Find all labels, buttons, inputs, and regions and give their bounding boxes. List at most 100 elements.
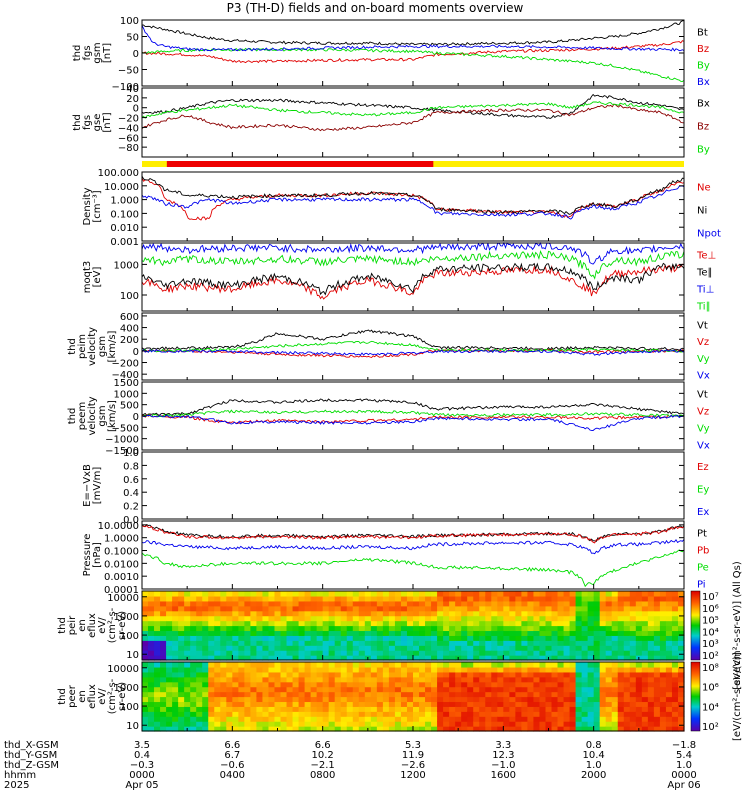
heatmap-cell bbox=[190, 591, 197, 597]
heatmap-cell bbox=[382, 615, 390, 622]
heatmap-cell bbox=[304, 696, 312, 703]
heatmap-cell bbox=[593, 666, 601, 673]
heatmap-cell bbox=[671, 625, 679, 632]
heatmap-cell bbox=[250, 640, 258, 646]
heatmap-cell bbox=[232, 666, 239, 673]
heatmap-cell bbox=[376, 605, 384, 612]
heatmap-cell bbox=[346, 600, 354, 607]
heatmap-cell bbox=[148, 671, 155, 678]
heatmap-cell bbox=[503, 600, 510, 607]
legend-label: Ni bbox=[697, 206, 707, 217]
heatmap-cell bbox=[617, 605, 625, 612]
heatmap-cell bbox=[629, 696, 637, 703]
panel-frame bbox=[141, 451, 685, 520]
heatmap-cell bbox=[593, 610, 601, 617]
heatmap-cell bbox=[539, 625, 547, 632]
heatmap-cell bbox=[521, 620, 529, 627]
series-line-peim_velocity-0 bbox=[141, 329, 685, 351]
heatmap-cell bbox=[286, 706, 294, 712]
heatmap-cell bbox=[557, 615, 565, 622]
heatmap-cell bbox=[262, 721, 270, 727]
heatmap-cell bbox=[394, 625, 402, 632]
heatmap-cell bbox=[575, 681, 583, 688]
heatmap-cell bbox=[400, 671, 408, 678]
x-axis-table: thd_X-GSMthd_Y-GSMthd_Z-GSMhhmm20253.50.… bbox=[4, 740, 701, 791]
heatmap-cell bbox=[623, 640, 631, 646]
heatmap-cell bbox=[509, 676, 516, 683]
heatmap-cell bbox=[376, 681, 384, 688]
heatmap-cell bbox=[677, 650, 685, 656]
heatmap-cell bbox=[431, 620, 438, 627]
heatmap-cell bbox=[647, 635, 655, 641]
heatmap-cell bbox=[364, 591, 372, 597]
heatmap-cell bbox=[533, 610, 541, 617]
heatmap-cell bbox=[575, 686, 583, 693]
heatmap-cell bbox=[160, 650, 167, 656]
heatmap-cell bbox=[376, 615, 384, 622]
heatmap-cell bbox=[557, 630, 565, 636]
heatmap-cell bbox=[280, 716, 288, 722]
heatmap-cell bbox=[250, 635, 258, 641]
heatmap-cell bbox=[617, 625, 625, 632]
heatmap-cell bbox=[394, 676, 402, 683]
y-tick-label: 500 bbox=[120, 401, 139, 412]
heatmap-cell bbox=[497, 696, 504, 703]
heatmap-cell bbox=[160, 701, 167, 707]
heatmap-cell bbox=[659, 635, 667, 641]
heatmap-cell bbox=[677, 681, 685, 688]
heatmap-cell bbox=[148, 721, 155, 727]
heatmap-cell bbox=[376, 591, 384, 597]
heatmap-cell bbox=[322, 615, 330, 622]
heatmap-cell bbox=[617, 655, 625, 661]
heatmap-cell bbox=[286, 671, 294, 678]
heatmap-cell bbox=[635, 620, 643, 627]
heatmap-cell bbox=[304, 600, 312, 607]
heatmap-cell bbox=[196, 650, 203, 656]
heatmap-cell bbox=[491, 655, 498, 661]
heatmap-cell bbox=[413, 676, 420, 683]
heatmap-cell bbox=[665, 666, 673, 673]
heatmap-cell bbox=[262, 615, 270, 622]
heatmap-cell bbox=[292, 645, 300, 651]
heatmap-cell bbox=[388, 706, 396, 712]
heatmap-cell bbox=[587, 671, 595, 678]
heatmap-cell bbox=[443, 630, 450, 636]
heatmap-cell bbox=[647, 721, 655, 727]
heatmap-cell bbox=[533, 691, 541, 698]
heatmap-cell bbox=[268, 640, 276, 646]
heatmap-cell bbox=[413, 610, 420, 617]
y-tick-label: −20 bbox=[118, 114, 139, 125]
heatmap-cell bbox=[503, 681, 510, 688]
heatmap-cell bbox=[274, 615, 282, 622]
heatmap-cell bbox=[322, 701, 330, 707]
heatmap-cell bbox=[202, 662, 209, 668]
heatmap-cell bbox=[467, 726, 474, 732]
heatmap-cell bbox=[298, 645, 306, 651]
heatmap-cell bbox=[214, 666, 221, 673]
panel-frame bbox=[141, 19, 685, 87]
heatmap-cell bbox=[232, 711, 239, 717]
heatmap-cell bbox=[449, 686, 456, 693]
heatmap-cell bbox=[364, 595, 372, 602]
heatmap-cell bbox=[142, 681, 149, 688]
heatmap-cell bbox=[334, 716, 342, 722]
y-tick-label: 0 bbox=[133, 412, 139, 423]
heatmap-cell bbox=[635, 591, 643, 597]
heatmap-cell bbox=[160, 635, 167, 641]
heatmap-cell bbox=[581, 600, 589, 607]
heatmap-cell bbox=[328, 610, 336, 617]
heatmap-cell bbox=[533, 706, 541, 712]
heatmap-cell bbox=[202, 645, 209, 651]
heatmap-cell bbox=[292, 620, 300, 627]
heatmap-cell bbox=[623, 686, 631, 693]
heatmap-cell bbox=[551, 600, 559, 607]
heatmap-cell bbox=[509, 640, 516, 646]
heatmap-cell bbox=[202, 701, 209, 707]
heatmap-cell bbox=[346, 620, 354, 627]
heatmap-cell bbox=[310, 686, 318, 693]
heatmap-cell bbox=[292, 686, 300, 693]
heatmap-cell bbox=[268, 615, 276, 622]
heatmap-cell bbox=[292, 666, 300, 673]
heatmap-cell bbox=[268, 655, 276, 661]
y-axis-label: peem bbox=[77, 402, 88, 430]
